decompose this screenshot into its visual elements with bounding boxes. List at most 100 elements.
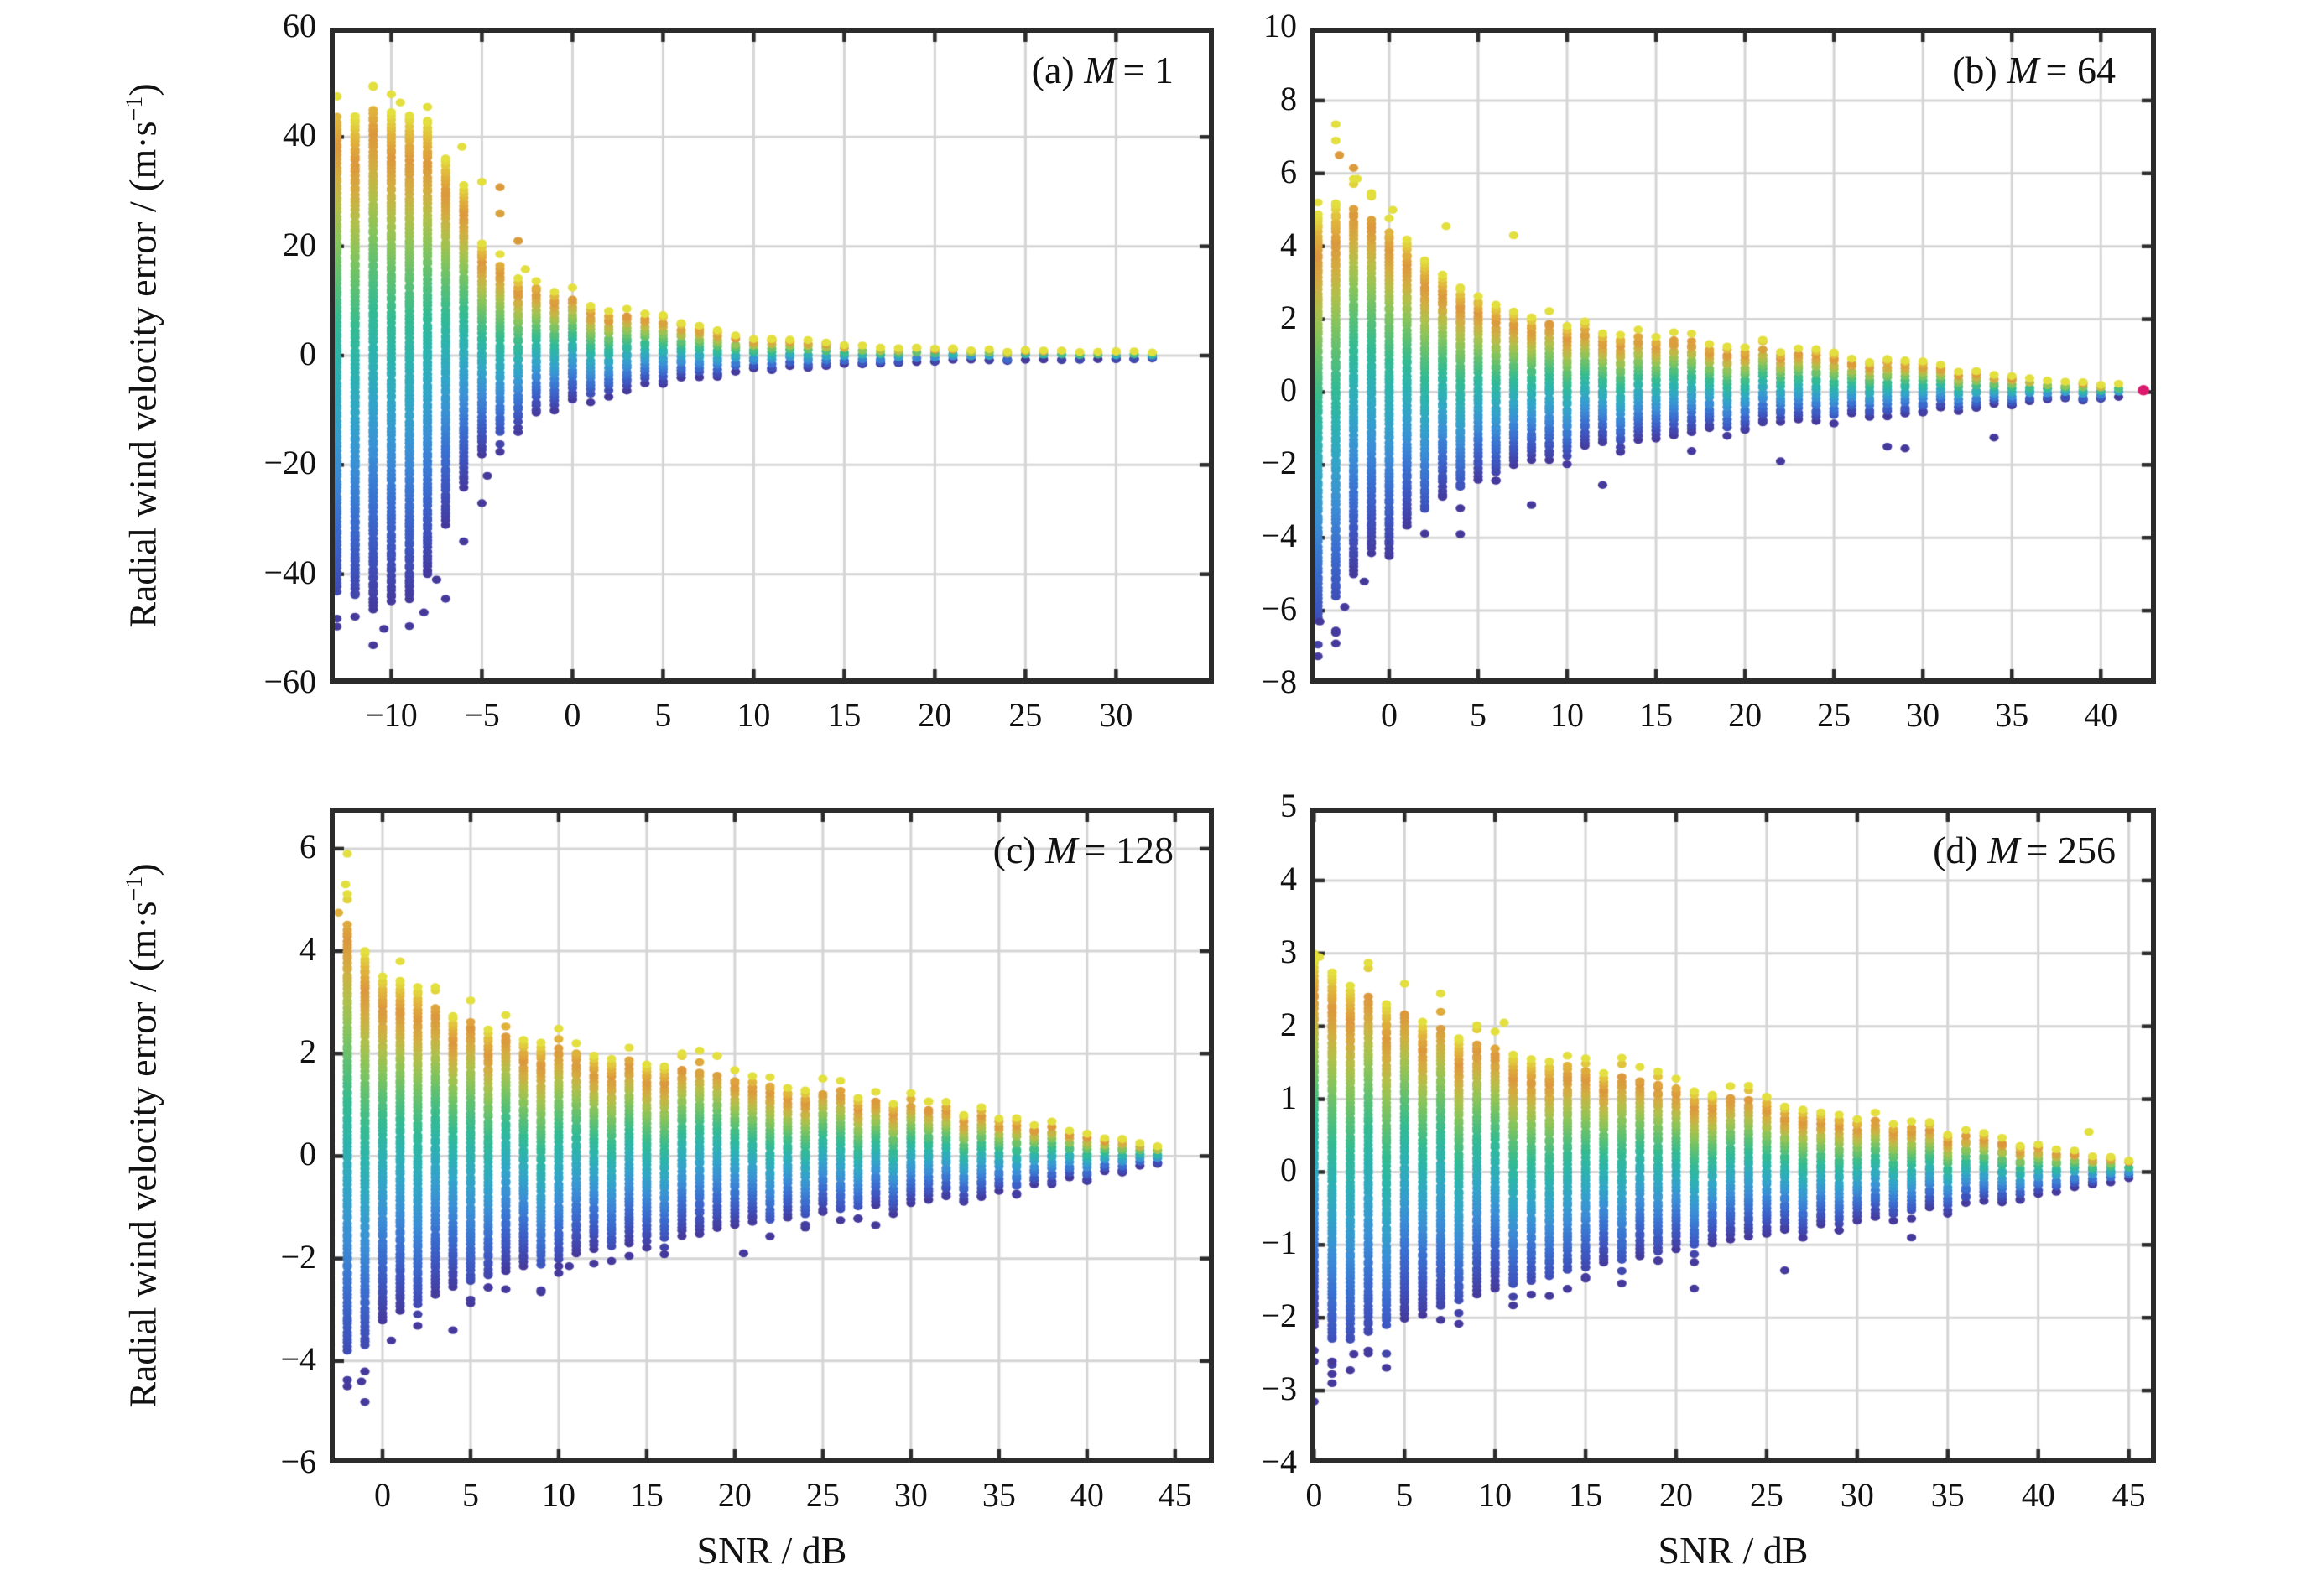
panel-b-y-tick-label: 8: [1280, 79, 1297, 117]
panel-d-title: (d) M = 256: [1933, 828, 2116, 872]
panel-b-x-tick-label: 10: [1550, 696, 1585, 734]
panel-a-y-tick-label: 40: [283, 116, 316, 154]
panel-c-x-tick-label: 0: [373, 1476, 391, 1514]
panel-b-m64: (b) M = 64: [1310, 28, 2156, 684]
panel-b-x-tick-label: 15: [1639, 696, 1674, 734]
panel-c-x-tick-label: 45: [1158, 1476, 1192, 1514]
panel-c-x-tick-label: 30: [893, 1476, 928, 1514]
panel-a-title-prefix: (a): [1031, 49, 1085, 91]
panel-a-y-tick-label: −60: [263, 663, 316, 700]
y-axis-label-close: ): [121, 83, 164, 96]
panel-c-x-tick-label: 40: [1070, 1476, 1104, 1514]
panel-c-x-tick-label: 20: [717, 1476, 752, 1514]
panel-a-y-tick-label: 0: [299, 335, 316, 372]
y-axis-label-text: Radial wind velocity error / (m·s: [121, 121, 164, 628]
panel-b-x-tick-label: 35: [1995, 696, 2029, 734]
panel-d-y-tick-label: 2: [1280, 1005, 1297, 1043]
y-axis-label-superscript: −1: [122, 96, 148, 122]
panel-b-y-tick-label: −8: [1261, 663, 1297, 700]
panel-a-scatter-canvas: [330, 28, 1214, 684]
panel-d-title-value: = 256: [2026, 829, 2116, 871]
panel-c-x-tick-label: 10: [541, 1476, 575, 1514]
panel-d-x-tick-label: 35: [1930, 1476, 1965, 1514]
panel-b-x-tick-label: 0: [1380, 696, 1398, 734]
panel-b-title: (b) M = 64: [1952, 48, 2116, 92]
panel-b-title-value: = 64: [2045, 49, 2116, 91]
y-axis-label-superscript: −1: [122, 876, 148, 902]
panel-b-x-tick-label: 40: [2084, 696, 2118, 734]
panel-a-y-tick-label: −40: [263, 553, 316, 591]
panel-a-x-tick-label: 20: [918, 696, 952, 734]
panel-b-y-tick-label: 2: [1280, 298, 1297, 336]
panel-c-y-tick-label: −6: [280, 1443, 316, 1480]
panel-d-y-tick-label: 3: [1280, 932, 1297, 970]
panel-c-title-prefix: (c): [992, 829, 1046, 871]
panel-d-x-tick-label: 20: [1659, 1476, 1693, 1514]
panel-c-title-value: = 128: [1084, 829, 1174, 871]
panel-c-x-tick-label: 35: [982, 1476, 1016, 1514]
panel-d-y-tick-label: −4: [1261, 1443, 1297, 1480]
panel-a-m1: (a) M = 1: [330, 28, 1214, 684]
panel-b-title-variable: M: [2007, 49, 2039, 91]
panel-d-y-tick-label: 1: [1280, 1078, 1297, 1116]
panel-c-y-tick-label: 0: [299, 1135, 316, 1173]
panel-d-y-tick-label: 4: [1280, 859, 1297, 897]
panel-c-y-tick-label: 4: [299, 930, 316, 969]
panel-d-y-tick-label: 0: [1280, 1151, 1297, 1189]
panel-a-y-tick-label: 60: [283, 7, 316, 44]
panel-d-title-variable: M: [1987, 829, 2020, 871]
panel-b-y-tick-label: 6: [1280, 152, 1297, 190]
panel-a-x-tick-label: −10: [365, 696, 418, 734]
panel-a-x-tick-label: 25: [1008, 696, 1043, 734]
panel-a-x-tick-label: 0: [564, 696, 581, 734]
x-axis-label-bottom-right: SNR / dB: [1658, 1529, 1809, 1572]
panel-a-x-tick-label: −5: [464, 696, 500, 734]
panel-b-y-tick-label: 0: [1280, 371, 1297, 409]
panel-d-x-tick-label: 5: [1396, 1476, 1414, 1514]
panel-d-y-tick-label: −1: [1261, 1224, 1297, 1262]
panel-c-x-tick-label: 15: [629, 1476, 664, 1514]
panel-d-scatter-canvas: [1310, 808, 2156, 1463]
panel-b-y-tick-label: −4: [1261, 517, 1297, 555]
panel-c-y-tick-label: −2: [280, 1237, 316, 1276]
panel-c-title: (c) M = 128: [993, 828, 1174, 872]
panel-d-y-tick-label: −3: [1261, 1370, 1297, 1408]
panel-c-title-variable: M: [1045, 829, 1078, 871]
panel-b-y-tick-label: −2: [1261, 444, 1297, 482]
panel-d-x-tick-label: 10: [1478, 1476, 1513, 1514]
x-axis-label-bottom-left: SNR / dB: [696, 1529, 847, 1572]
panel-b-x-tick-label: 30: [1906, 696, 1940, 734]
panel-c-x-tick-label: 5: [461, 1476, 479, 1514]
panel-b-y-tick-label: −6: [1261, 590, 1297, 628]
panel-a-title: (a) M = 1: [1032, 48, 1174, 92]
panel-b-title-prefix: (b): [1952, 49, 2007, 91]
panel-d-y-tick-label: −2: [1261, 1297, 1297, 1335]
panel-a-y-tick-label: −20: [263, 444, 316, 482]
panel-b-scatter-canvas: [1310, 28, 2156, 684]
panel-a-x-tick-label: 10: [737, 696, 771, 734]
panel-c-y-tick-label: 6: [299, 827, 316, 866]
panel-d-y-tick-label: 5: [1280, 787, 1297, 824]
panel-d-x-tick-label: 40: [2021, 1476, 2055, 1514]
panel-c-y-tick-label: −4: [280, 1339, 316, 1378]
panel-b-x-tick-label: 20: [1728, 696, 1763, 734]
panel-a-x-tick-label: 5: [654, 696, 672, 734]
panel-c-scatter-canvas: [330, 808, 1214, 1463]
panel-b-y-tick-label: 4: [1280, 225, 1297, 263]
panel-c-y-tick-label: 2: [299, 1032, 316, 1071]
panel-b-y-tick-label: 10: [1263, 7, 1297, 44]
panel-a-x-tick-label: 15: [827, 696, 862, 734]
panel-d-m256: (d) M = 256: [1310, 808, 2156, 1463]
panel-c-x-tick-label: 25: [805, 1476, 840, 1514]
panel-a-title-variable: M: [1084, 49, 1117, 91]
panel-b-x-tick-label: 5: [1469, 696, 1487, 734]
y-axis-label-text: Radial wind velocity error / (m·s: [121, 901, 164, 1408]
panel-b-x-tick-label: 25: [1817, 696, 1851, 734]
panel-a-title-value: = 1: [1122, 49, 1174, 91]
panel-d-x-tick-label: 30: [1840, 1476, 1874, 1514]
panel-c-m128: (c) M = 128: [330, 808, 1214, 1463]
panel-d-x-tick-label: 25: [1749, 1476, 1783, 1514]
panel-d-title-prefix: (d): [1933, 829, 1988, 871]
panel-d-x-tick-label: 45: [2112, 1476, 2146, 1514]
